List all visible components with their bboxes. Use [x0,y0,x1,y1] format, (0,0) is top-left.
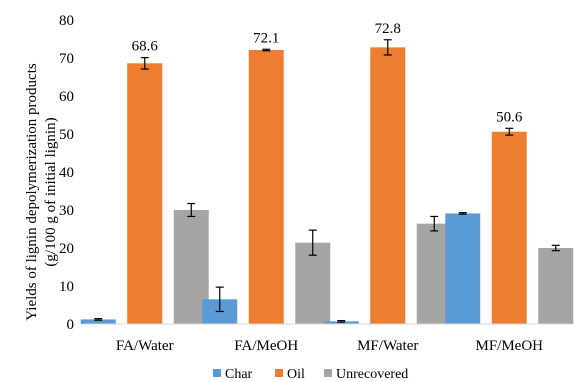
y-tick-label: 80 [59,13,74,29]
y-axis-ticks: 0 10 20 30 40 50 60 70 80 [59,13,74,333]
y-tick-label: 70 [59,51,74,67]
y-axis-title-line-1: Yields of lignin depolymerization produc… [24,63,40,321]
bar-char [445,213,481,324]
error-bar-char [215,286,224,313]
error-bar-char [337,319,346,323]
y-tick-label: 10 [59,279,74,295]
error-bar-unrecovered [430,215,439,232]
error-bar-oil [140,57,149,70]
category-labels: FA/Water FA/MeOH MF/Water MF/MeOH [116,338,543,354]
error-bar-oil [505,127,514,136]
data-label: 68.6 [132,39,159,55]
y-axis-title: Yields of lignin depolymerization produc… [24,63,59,321]
error-bars [94,39,560,323]
data-label: 72.8 [375,21,401,37]
y-tick-label: 60 [59,89,74,105]
bar-unrecovered [295,242,331,324]
bar-oil [491,131,527,324]
y-tick-label: 40 [59,165,74,181]
legend-label-char: Char [225,367,253,382]
error-bar-unrecovered [187,202,196,218]
bar-oil [127,63,163,324]
category-label: FA/MeOH [234,338,298,354]
error-bar-oil [262,48,271,52]
category-label: FA/Water [116,338,174,354]
error-bar-char [458,212,467,215]
error-bar-char [94,318,103,321]
category-label: MF/MeOH [475,338,543,354]
legend-swatch-unrecovered [324,369,332,377]
category-label: MF/Water [357,338,418,354]
y-tick-label: 20 [59,241,74,257]
legend-label-unrecovered: Unrecovered [336,367,408,382]
data-labels: 68.6 72.1 72.8 50.6 [132,21,523,126]
legend-label-oil: Oil [287,367,305,382]
legend-swatch-oil [275,369,283,377]
legend: Char Oil Unrecovered [213,367,408,382]
data-label: 72.1 [253,30,279,46]
bar-unrecovered [538,248,574,324]
error-bar-unrecovered [308,229,317,256]
y-tick-label: 0 [67,317,75,333]
bars [80,47,574,325]
y-axis-title-line-2: (g/100 g of initial lignin) [43,117,59,266]
bar-oil [248,50,284,325]
error-bar-oil [383,39,392,56]
error-bar-unrecovered [551,244,560,252]
y-tick-label: 30 [59,203,74,219]
y-tick-label: 50 [59,127,74,143]
legend-swatch-char [213,369,221,377]
data-label: 50.6 [496,109,523,125]
bar-char [80,319,116,324]
bar-oil [370,47,406,325]
